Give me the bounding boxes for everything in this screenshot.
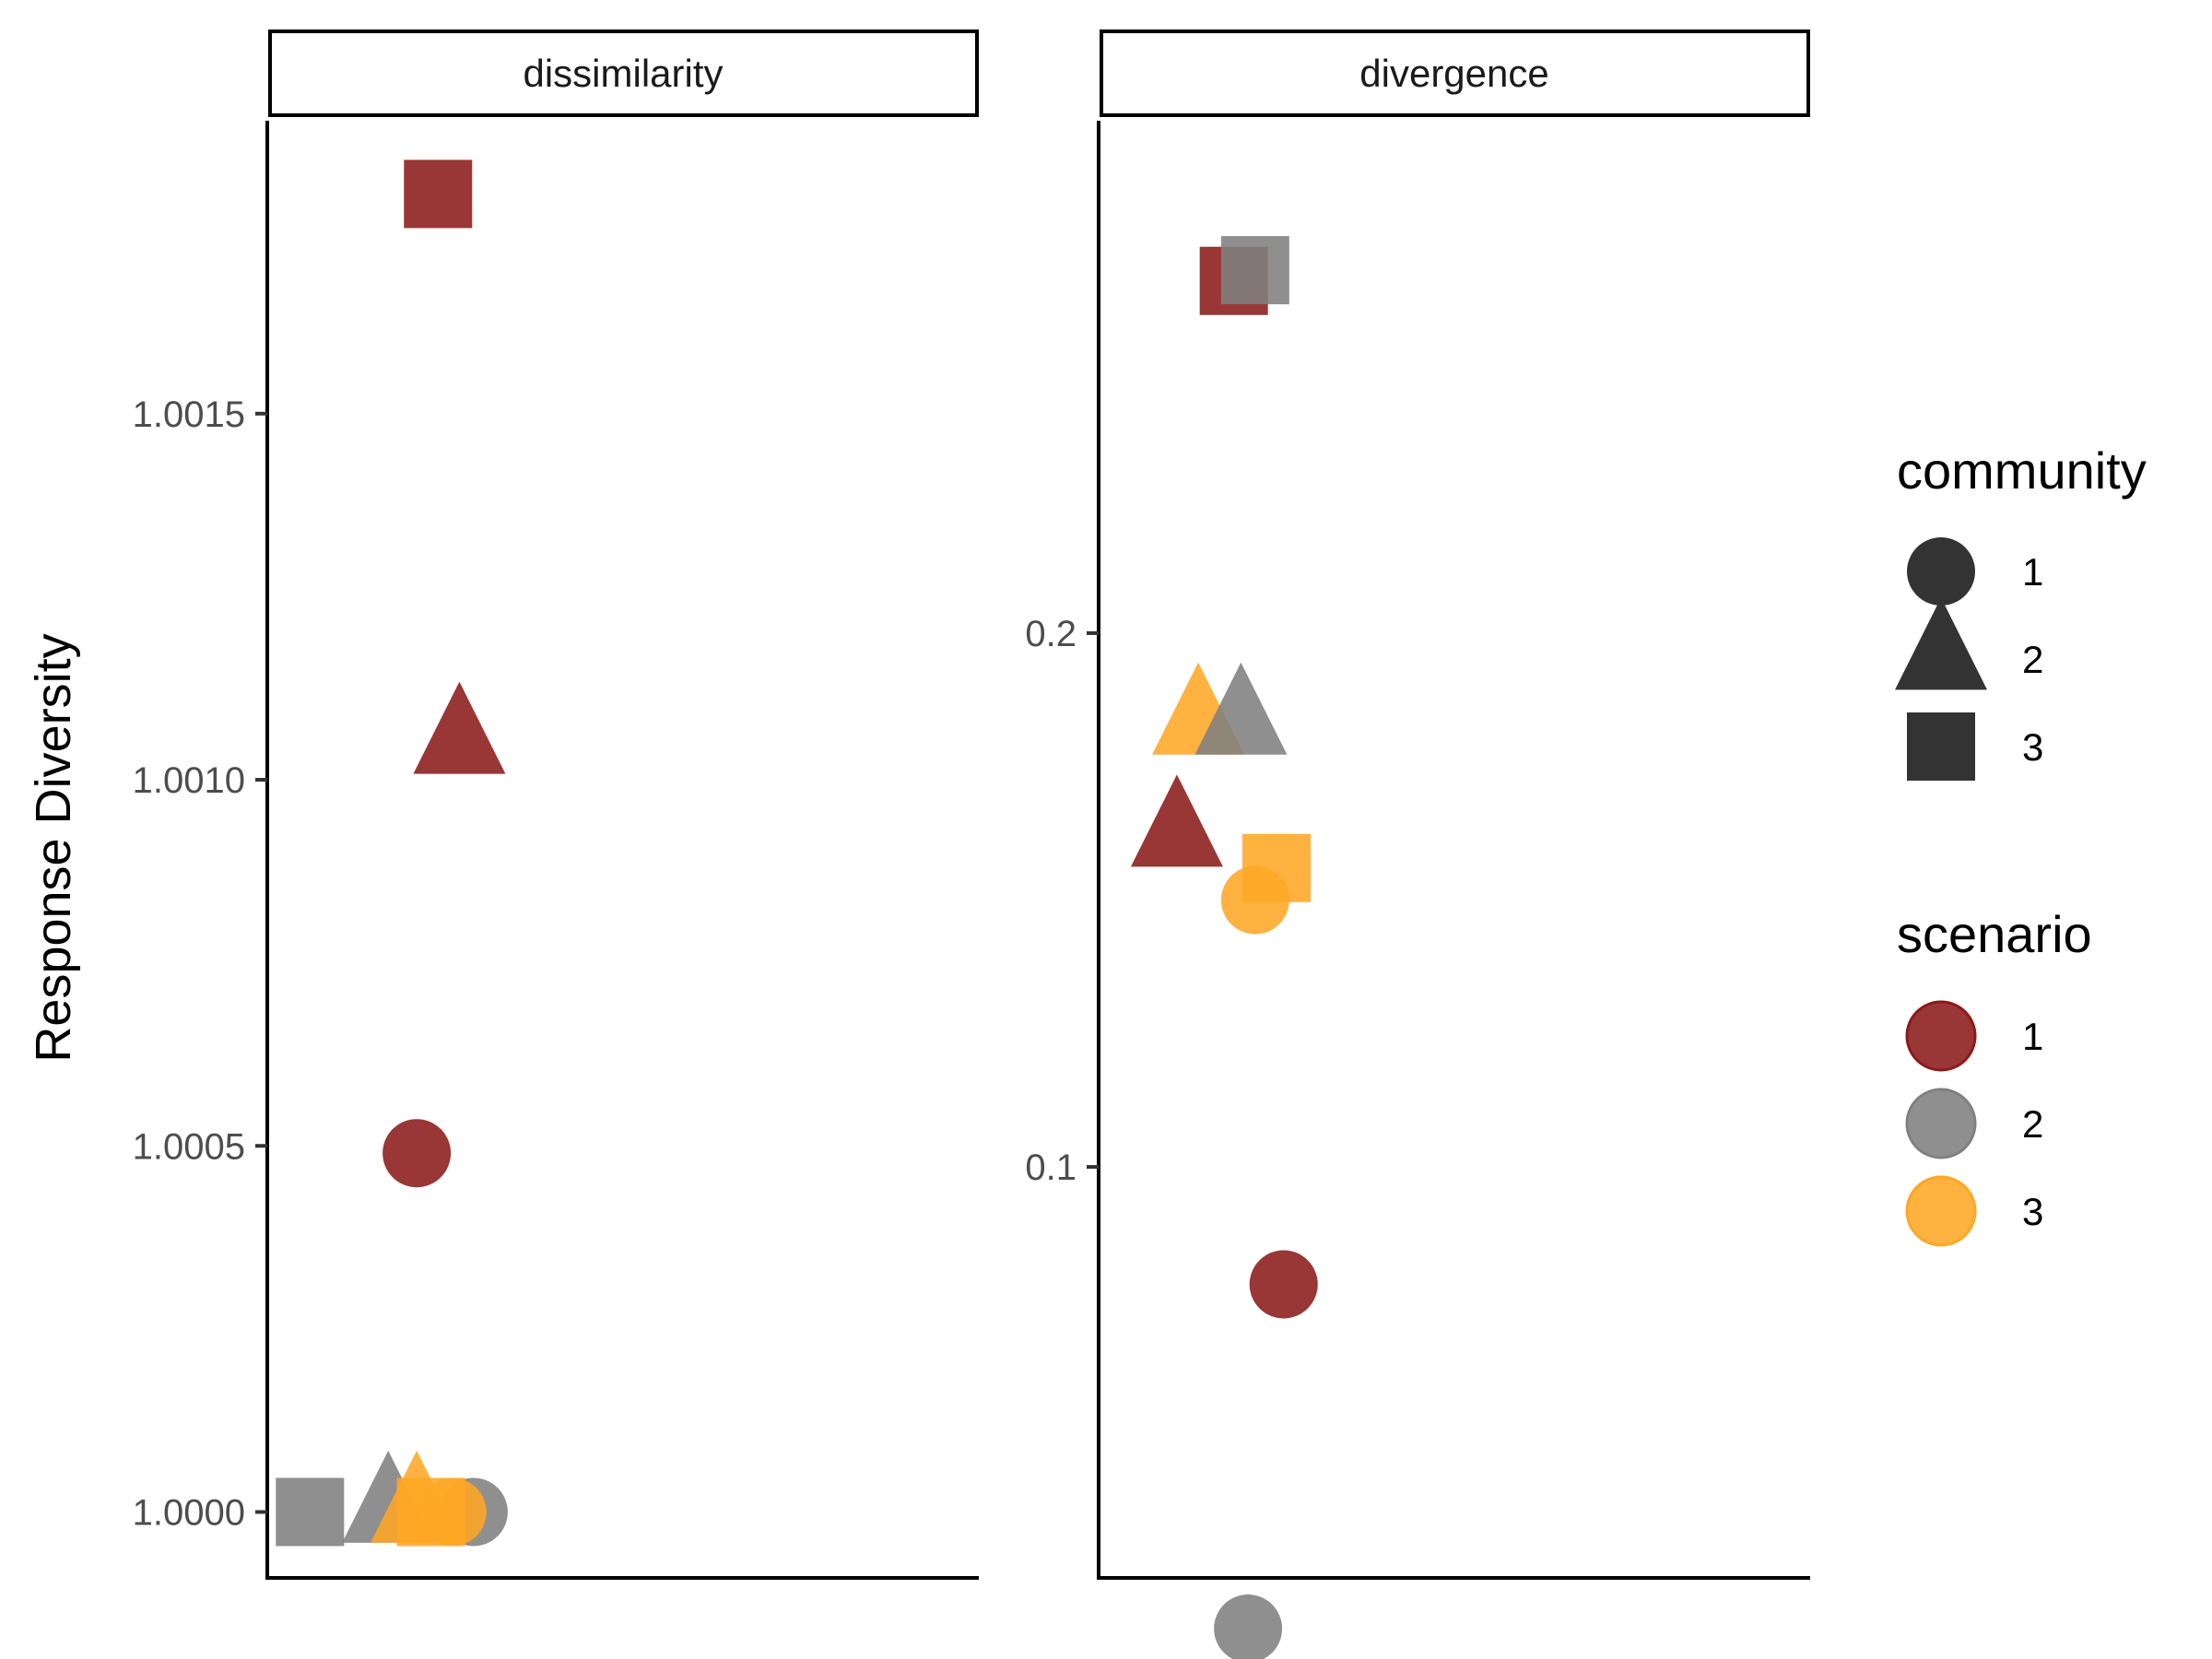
y-tick-label: 1.0005 [133, 1126, 245, 1167]
point-community-3-scenario-2 [276, 1477, 345, 1547]
legend-key-scenario-1 [1905, 1000, 1977, 1072]
y-tick-label: 1.0000 [133, 1492, 245, 1533]
data-points [1130, 236, 1318, 1659]
facet-strip-label: divergence [1359, 52, 1548, 95]
legend-community: community 1 2 3 [1895, 441, 2147, 781]
facet-strip-label: dissimilarity [523, 52, 723, 95]
y-axis-label: Response Diversity [26, 633, 81, 1062]
legend-label-scenario: 1 [2022, 1015, 2043, 1058]
legend-label-scenario: 3 [2022, 1190, 2043, 1233]
facet-strip [1100, 29, 1810, 117]
facet-divergence: divergence 0.1 0.2 [1025, 29, 1810, 1659]
point-community-1-scenario-1 [382, 1119, 452, 1188]
point-community-1-scenario-3 [418, 1477, 487, 1547]
legend-scenario: scenario 1 2 3 [1897, 905, 2092, 1247]
legend-label-community: 1 [2022, 550, 2043, 594]
point-community-2-scenario-2 [1194, 662, 1288, 755]
legend-key-community-3 [1907, 712, 1975, 781]
legend-title-community: community [1897, 441, 2147, 500]
legend-label-community: 2 [2022, 638, 2043, 681]
y-tick-label: 0.2 [1025, 614, 1077, 654]
point-community-2-scenario-1 [413, 681, 506, 774]
data-points [276, 159, 508, 1547]
legend-label-community: 3 [2022, 725, 2043, 769]
y-ticks: 1.0000 1.0005 1.0010 1.0015 [133, 394, 267, 1533]
legend-community-items: 1 2 3 [1895, 537, 2043, 781]
legend-key-scenario-3 [1905, 1175, 1977, 1247]
point-community-2-scenario-1 [1130, 774, 1223, 867]
point-community-1-scenario-3 [1220, 865, 1289, 935]
legend-label-scenario: 2 [2022, 1102, 2043, 1146]
facet-strip [268, 29, 979, 117]
point-community-1-scenario-1 [1249, 1250, 1318, 1319]
legend-key-community-2 [1895, 597, 1987, 690]
y-tick-label: 1.0015 [133, 394, 245, 435]
y-tick-label: 0.1 [1025, 1147, 1077, 1188]
legend-key-scenario-2 [1905, 1088, 1977, 1159]
y-tick-label: 1.0010 [133, 760, 245, 801]
facet-dissimilarity: dissimilarity 1.0000 1.0005 1.0010 1.0015 [133, 29, 979, 1580]
legend-scenario-items: 1 2 3 [1905, 1000, 2043, 1247]
legend-key-community-1 [1907, 537, 1975, 606]
point-community-3-scenario-1 [404, 159, 473, 229]
point-community-3-scenario-2 [1220, 236, 1289, 305]
legend-title-scenario: scenario [1897, 905, 2092, 963]
y-ticks: 0.1 0.2 [1025, 614, 1099, 1188]
point-community-1-scenario-2 [1214, 1594, 1283, 1659]
